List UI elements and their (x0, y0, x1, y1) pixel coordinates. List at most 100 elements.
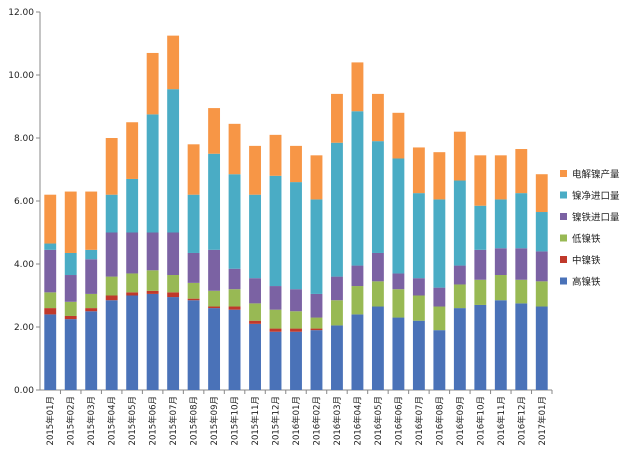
bar-segment (228, 309, 241, 390)
x-tick-label: 2015年07月 (168, 396, 179, 445)
bar-segment (474, 279, 487, 305)
x-tick-label: 2015年06月 (148, 396, 159, 445)
bar-segment (85, 311, 98, 390)
bar-segment (433, 306, 446, 331)
bar-segment (474, 205, 487, 250)
bar-segment (269, 134, 282, 176)
legend-swatch (560, 277, 567, 285)
bar-segment (208, 306, 221, 309)
x-tick-label: 2016年11月 (496, 396, 507, 445)
bar-segment (249, 145, 261, 195)
x-tick-label: 2016年02月 (311, 396, 322, 445)
bar-segment (249, 194, 261, 279)
bar-segment (453, 308, 466, 390)
bar-segment (44, 243, 57, 250)
x-tick-label: 2015年08月 (189, 396, 200, 445)
bar-segment (412, 295, 425, 321)
y-tick-label: 2.00 (14, 323, 34, 333)
bar-segment (310, 328, 323, 331)
bar-segment (433, 287, 446, 307)
bar-segment (453, 265, 466, 285)
x-tick-label: 2015年05月 (127, 396, 138, 445)
bar-segment (535, 306, 548, 390)
x-tick-label: 2016年04月 (352, 396, 363, 445)
bar-segment (187, 282, 200, 299)
bar-segment (412, 147, 425, 194)
legend-swatch (560, 234, 567, 242)
bar-segment (392, 112, 405, 159)
bar-segment (249, 320, 261, 324)
bar-segment (494, 155, 507, 200)
bar-segment (146, 232, 159, 271)
bar-segment (290, 331, 302, 390)
bar-segment (474, 304, 487, 390)
bar-segment (44, 292, 57, 309)
y-tick-label: 12.00 (8, 8, 34, 18)
bar-segment (146, 52, 159, 115)
legend-swatch (560, 191, 567, 199)
bar-segment (105, 300, 118, 390)
legend-label: 低镍铁 (572, 233, 601, 245)
bar-segment (85, 293, 98, 309)
bar-segment (433, 330, 446, 390)
bar-segment (535, 174, 548, 213)
legend-swatch (560, 213, 567, 220)
bar-segment (228, 306, 241, 310)
bar-segment (392, 289, 405, 318)
y-tick-label: 8.00 (14, 134, 34, 144)
bar-segment (126, 122, 139, 179)
x-tick-label: 2016年07月 (414, 396, 425, 445)
bar-segment (146, 293, 159, 390)
bar-segment (269, 328, 282, 332)
legend-swatch (560, 170, 567, 177)
y-tick-labels: 0.00 2.00 4.00 6.00 8.00 10.00 12.00 (8, 8, 40, 396)
bar-segment (64, 319, 77, 391)
y-tick-label: 4.00 (14, 260, 34, 270)
bar-segment (126, 292, 139, 296)
bar-segment (412, 193, 425, 279)
x-tick-label: 2015年11月 (250, 396, 261, 445)
bar-segment (105, 138, 118, 195)
bar-segment (187, 144, 200, 195)
bar-segment (44, 249, 57, 293)
x-tick-label: 2016年08月 (434, 396, 445, 445)
bar-segment (351, 111, 364, 266)
legend-label: 中镍铁 (572, 255, 601, 267)
bar-segment (515, 193, 528, 249)
bar-segment (535, 212, 548, 252)
bar-segment (228, 123, 241, 175)
bar-segment (105, 194, 118, 233)
bar-segment (126, 178, 139, 233)
bar-segment (249, 278, 261, 304)
bar-segment (208, 308, 221, 390)
bar-segment (228, 289, 241, 307)
bar-segment (126, 232, 139, 274)
bar-segment (494, 300, 507, 390)
bar-segment (310, 155, 323, 200)
bar-segment (126, 295, 139, 390)
x-tick-label: 2016年09月 (455, 396, 466, 445)
bar-segment (412, 320, 425, 390)
bar-segment (535, 281, 548, 307)
bar-segment (146, 270, 159, 291)
bar-segment (64, 191, 77, 253)
bar-segment (269, 286, 282, 310)
x-tick-label: 2016年12月 (516, 396, 527, 445)
bar-segment (44, 194, 57, 244)
bar-segment (392, 317, 405, 390)
bar-segment (64, 275, 77, 302)
bar-segment (290, 182, 302, 290)
bar-segment (515, 248, 528, 280)
bar-segment (331, 276, 343, 301)
x-tick-label: 2015年10月 (230, 396, 241, 445)
y-tick-label: 0.00 (14, 386, 34, 396)
bar-segment (85, 308, 98, 312)
bar-segment (371, 93, 384, 142)
y-tick-label: 10.00 (8, 71, 34, 81)
bar-segment (433, 152, 446, 200)
bar-segment (433, 199, 446, 288)
x-tick-label: 2016年05月 (373, 396, 384, 445)
bar-segment (249, 323, 261, 390)
x-tick-label: 2016年06月 (393, 396, 404, 445)
bar-segment (269, 175, 282, 287)
